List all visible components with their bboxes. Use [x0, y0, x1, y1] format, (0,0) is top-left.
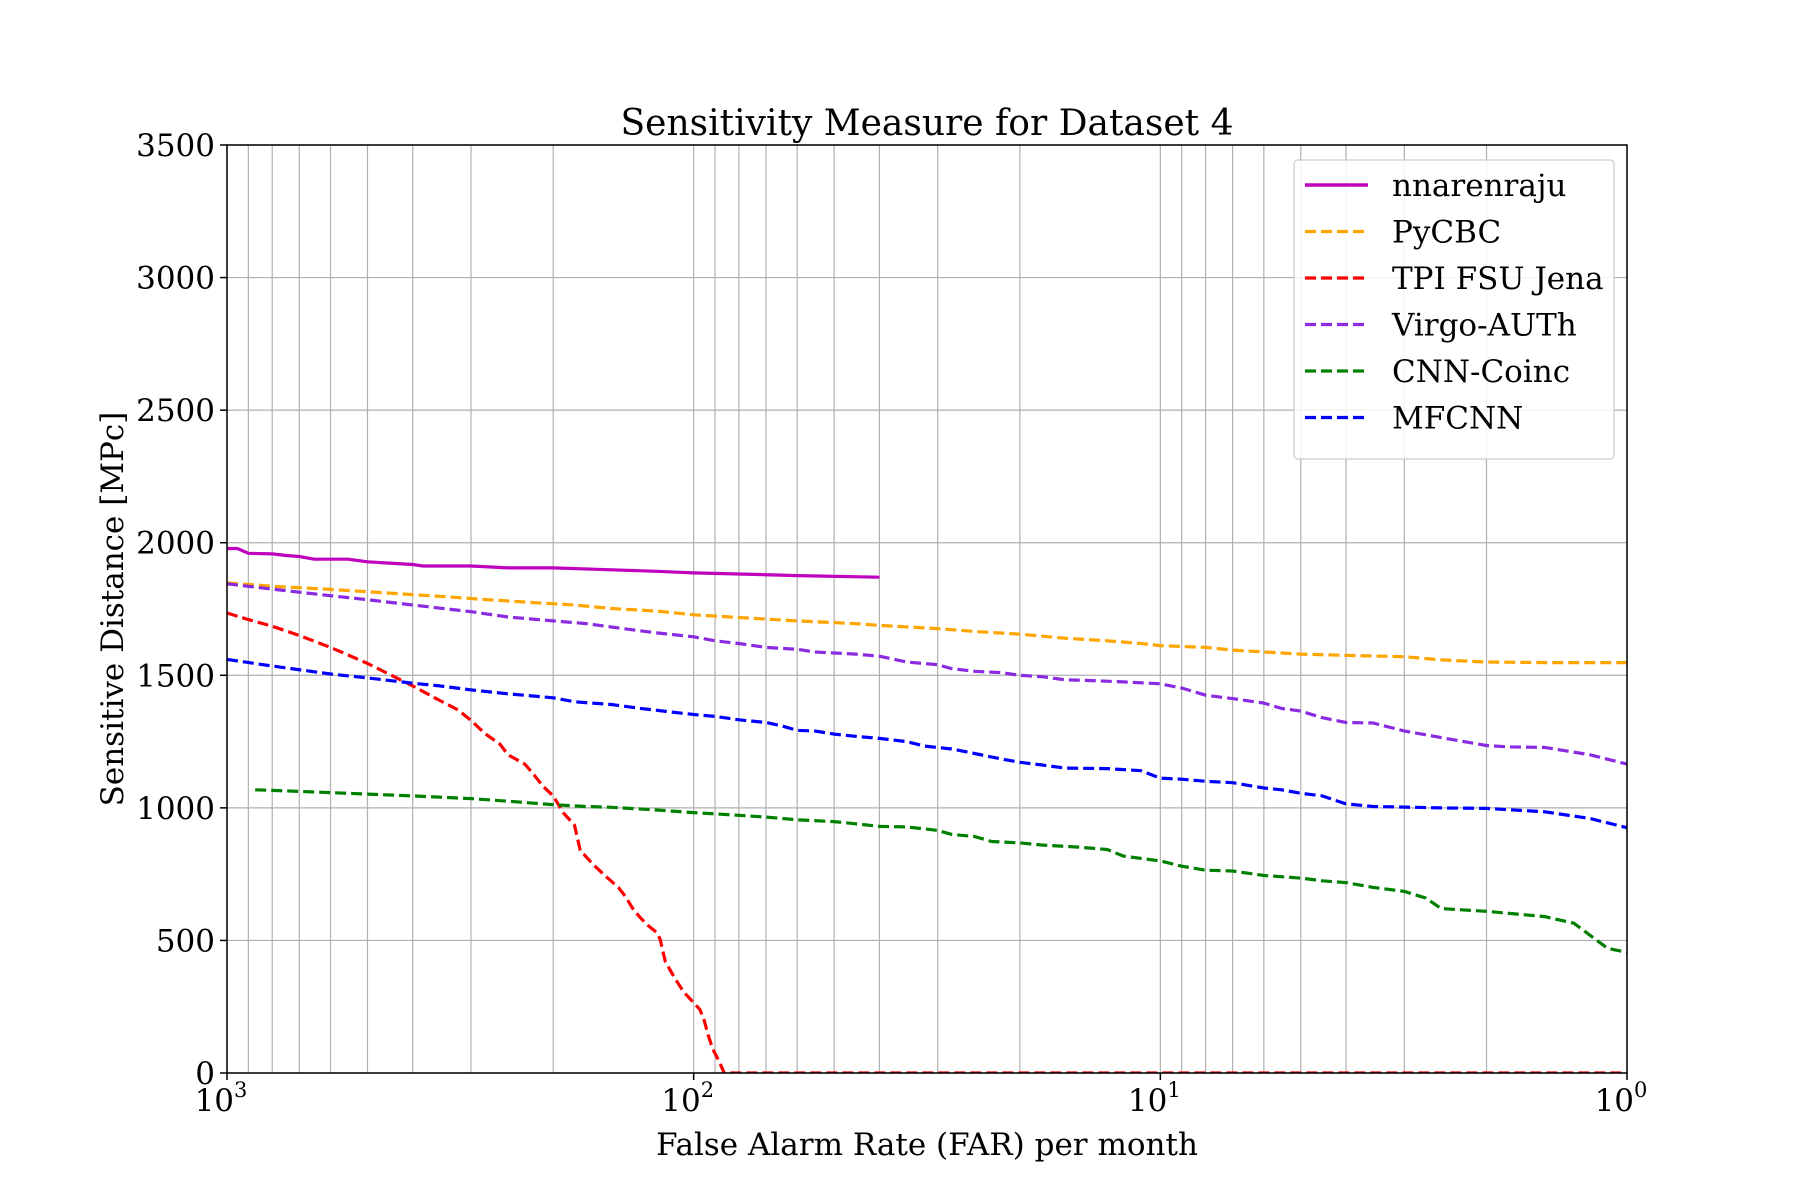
series-line-cnn-coinc: [255, 788, 1627, 1073]
legend-label: PyCBC: [1392, 215, 1501, 251]
series-line-mfcnn: [227, 657, 1627, 830]
x-tick-label: 101: [1128, 1078, 1181, 1119]
x-tick-label: 103: [195, 1078, 248, 1119]
legend: nnarenraju PyCBC TPI FSU Jena Virgo-AUTh CNN…: [1293, 159, 1615, 460]
legend-label: Virgo-AUTh: [1391, 308, 1577, 344]
y-tick-label: 3000: [136, 261, 215, 297]
series-line-pycbc: [227, 581, 1627, 665]
series-lines: [227, 546, 1627, 1073]
legend-label: MFCNN: [1392, 401, 1523, 437]
y-tick-label: 0: [195, 1056, 215, 1092]
x-tick-exponent: 0: [1634, 1078, 1647, 1102]
x-tick-base: 10: [195, 1083, 234, 1119]
y-axis-label: Sensitive Distance [MPc]: [95, 412, 131, 807]
x-tick-exponent: 1: [1167, 1078, 1180, 1102]
legend-box: [1293, 159, 1615, 460]
legend-label: CNN-Coinc: [1392, 354, 1570, 390]
y-tick-label: 2500: [136, 393, 215, 429]
y-tick-label: 500: [156, 923, 215, 959]
x-tick-label: 102: [661, 1078, 714, 1119]
x-tick-base: 10: [661, 1083, 700, 1119]
x-tick-exponent: 3: [234, 1078, 247, 1102]
y-tick-label: 2000: [136, 526, 215, 562]
series-line-nnarenraju: [227, 546, 880, 579]
x-tick-base: 10: [1128, 1083, 1167, 1119]
y-tick-label: 1500: [136, 658, 215, 694]
plot-frame: [226, 144, 1628, 1074]
series-line-virgo-auth: [227, 582, 1627, 766]
legend-label: nnarenraju: [1392, 168, 1566, 204]
x-axis-label: False Alarm Rate (FAR) per month: [656, 1127, 1198, 1163]
chart-title: Sensitivity Measure for Dataset 4: [621, 103, 1234, 144]
x-tick-base: 10: [1595, 1083, 1634, 1119]
x-tick-exponent: 2: [701, 1078, 714, 1102]
series-line-tpi-fsu-jena: [227, 611, 1627, 1073]
legend-label: TPI FSU Jena: [1392, 261, 1604, 297]
y-tick-label: 3500: [136, 128, 215, 164]
x-tick-label: 100: [1595, 1078, 1648, 1119]
y-tick-label: 1000: [136, 791, 215, 827]
